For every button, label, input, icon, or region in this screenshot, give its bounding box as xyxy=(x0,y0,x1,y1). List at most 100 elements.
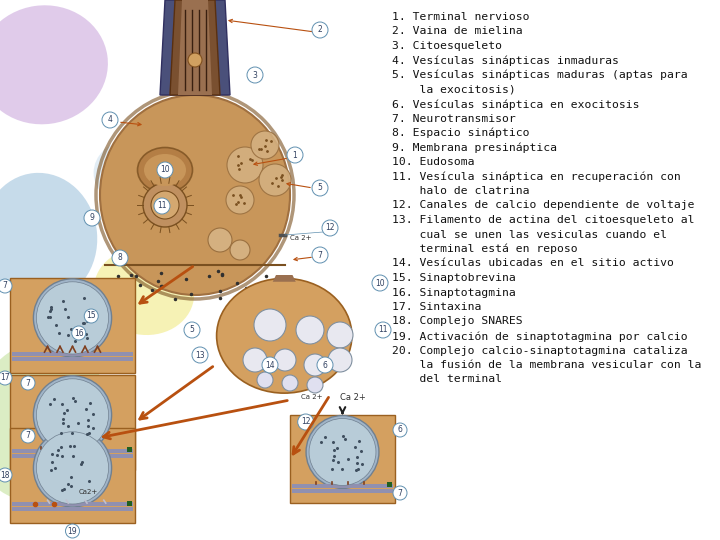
Circle shape xyxy=(0,371,12,385)
Circle shape xyxy=(317,357,333,373)
Circle shape xyxy=(37,379,109,451)
Ellipse shape xyxy=(138,147,192,192)
Circle shape xyxy=(312,180,328,196)
Circle shape xyxy=(306,415,379,488)
Circle shape xyxy=(192,347,208,363)
Circle shape xyxy=(208,228,232,252)
Text: Ca 2+: Ca 2+ xyxy=(301,394,323,400)
Text: 1: 1 xyxy=(292,151,297,159)
Text: 12: 12 xyxy=(301,417,310,427)
Circle shape xyxy=(37,432,109,504)
Ellipse shape xyxy=(100,95,290,295)
Text: 13: 13 xyxy=(195,350,204,360)
Circle shape xyxy=(375,322,391,338)
Text: 6. Vesículas sináptica en exocitosis: 6. Vesículas sináptica en exocitosis xyxy=(392,99,639,110)
Circle shape xyxy=(243,348,267,372)
Text: halo de clatrina: halo de clatrina xyxy=(392,186,529,196)
FancyBboxPatch shape xyxy=(292,484,393,488)
Polygon shape xyxy=(178,0,212,95)
Circle shape xyxy=(262,357,278,373)
Circle shape xyxy=(184,322,200,338)
Circle shape xyxy=(297,414,314,430)
Ellipse shape xyxy=(144,154,186,186)
Text: terminal está en reposo: terminal está en reposo xyxy=(392,244,577,254)
Polygon shape xyxy=(273,275,296,282)
Circle shape xyxy=(102,112,118,128)
Circle shape xyxy=(251,131,279,159)
Text: 17. Sintaxina: 17. Sintaxina xyxy=(392,302,482,312)
Text: 2: 2 xyxy=(318,25,323,35)
Text: 19. Activación de sinaptotagmina por calcio: 19. Activación de sinaptotagmina por cal… xyxy=(392,331,688,341)
Circle shape xyxy=(21,376,35,390)
Text: 7. Neurotransmisor: 7. Neurotransmisor xyxy=(392,113,516,124)
Circle shape xyxy=(393,423,407,437)
FancyBboxPatch shape xyxy=(12,449,133,453)
Polygon shape xyxy=(170,0,220,95)
FancyBboxPatch shape xyxy=(10,428,135,523)
Circle shape xyxy=(151,191,179,219)
Text: del terminal: del terminal xyxy=(392,375,502,384)
FancyBboxPatch shape xyxy=(12,357,133,361)
Text: 14. Vesículas ubicadas en el sitio activo: 14. Vesículas ubicadas en el sitio activ… xyxy=(392,259,674,268)
Circle shape xyxy=(230,240,250,260)
Circle shape xyxy=(0,468,12,482)
Text: 10: 10 xyxy=(375,279,384,287)
Text: 2. Vaina de mielina: 2. Vaina de mielina xyxy=(392,26,523,37)
Text: 7: 7 xyxy=(3,281,7,291)
Text: Ca 2+: Ca 2+ xyxy=(290,235,312,241)
Circle shape xyxy=(254,309,286,341)
Text: 20. Complejo calcio-sinaptotagmina cataliza: 20. Complejo calcio-sinaptotagmina catal… xyxy=(392,346,688,355)
Text: 11: 11 xyxy=(157,201,167,211)
Text: 3: 3 xyxy=(253,71,258,79)
Text: 1. Terminal nervioso: 1. Terminal nervioso xyxy=(392,12,529,22)
Text: 7: 7 xyxy=(26,431,30,441)
FancyBboxPatch shape xyxy=(290,415,395,503)
FancyBboxPatch shape xyxy=(292,489,393,492)
FancyBboxPatch shape xyxy=(12,352,133,356)
Circle shape xyxy=(112,250,128,266)
Text: 18: 18 xyxy=(0,470,10,480)
Text: 8. Espacio sináptico: 8. Espacio sináptico xyxy=(392,128,529,138)
Ellipse shape xyxy=(0,341,109,502)
Circle shape xyxy=(257,372,273,388)
Text: 8: 8 xyxy=(117,253,122,262)
Text: 16. Sinaptotagmina: 16. Sinaptotagmina xyxy=(392,287,516,298)
Circle shape xyxy=(296,316,324,344)
Circle shape xyxy=(304,354,326,376)
Text: cual se unen las vesiculas cuando el: cual se unen las vesiculas cuando el xyxy=(392,230,667,240)
Circle shape xyxy=(84,309,98,323)
Circle shape xyxy=(33,279,112,357)
Circle shape xyxy=(307,377,323,393)
Text: 17: 17 xyxy=(0,374,10,382)
Circle shape xyxy=(274,349,296,371)
Text: Ca 2+: Ca 2+ xyxy=(340,393,366,402)
Circle shape xyxy=(33,376,112,454)
Text: 19: 19 xyxy=(68,526,77,536)
Text: 10: 10 xyxy=(160,165,170,174)
Text: 5: 5 xyxy=(189,326,194,334)
Circle shape xyxy=(66,524,79,538)
Circle shape xyxy=(84,210,100,226)
Text: 7: 7 xyxy=(26,379,30,388)
Circle shape xyxy=(157,162,173,178)
Text: Ca2+: Ca2+ xyxy=(78,489,98,496)
Text: 7: 7 xyxy=(318,251,323,260)
FancyBboxPatch shape xyxy=(387,482,392,487)
Text: 9: 9 xyxy=(89,213,94,222)
Text: 18. Complejo SNARES: 18. Complejo SNARES xyxy=(392,316,523,327)
FancyBboxPatch shape xyxy=(12,507,133,511)
Circle shape xyxy=(21,429,35,443)
Text: 6: 6 xyxy=(397,426,402,435)
Polygon shape xyxy=(160,0,230,95)
Text: 11. Vesícula sináptica en recuperación con: 11. Vesícula sináptica en recuperación c… xyxy=(392,172,680,182)
Circle shape xyxy=(287,147,303,163)
Text: 7: 7 xyxy=(397,489,402,497)
FancyBboxPatch shape xyxy=(10,375,135,470)
Ellipse shape xyxy=(0,173,97,302)
Ellipse shape xyxy=(217,279,352,393)
FancyBboxPatch shape xyxy=(127,501,132,506)
Circle shape xyxy=(226,186,254,214)
Circle shape xyxy=(247,67,263,83)
Text: 6: 6 xyxy=(323,361,328,369)
Circle shape xyxy=(0,279,12,293)
